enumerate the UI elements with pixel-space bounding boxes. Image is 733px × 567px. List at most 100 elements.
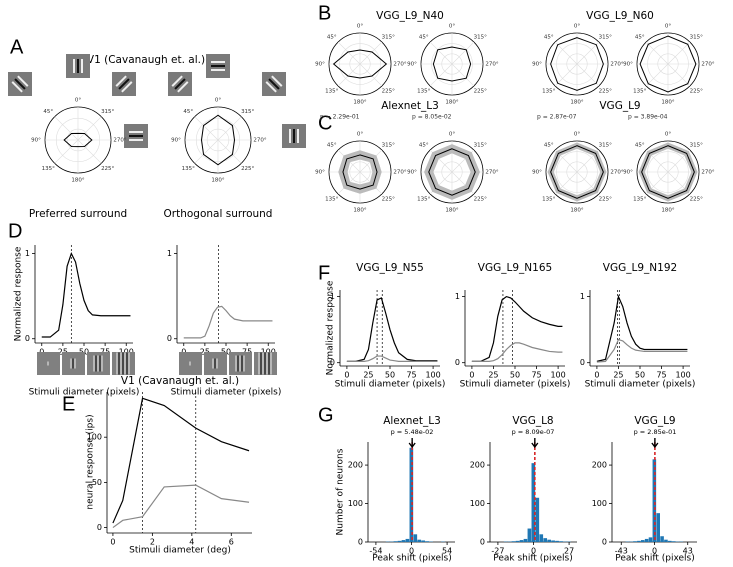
histogram-bar (652, 459, 657, 542)
panel-label: F (318, 262, 330, 284)
polar-spoke (359, 63, 383, 87)
histogram-bar (671, 541, 676, 542)
histogram-bar (648, 537, 653, 542)
x-tick-label: 50 (385, 371, 395, 380)
histogram-bar (401, 540, 406, 542)
stimulus-stripe (97, 355, 99, 372)
stimulus-stripe (126, 352, 128, 375)
x-tick-label: 0 (110, 538, 115, 547)
polar-spoke (667, 41, 691, 65)
histogram-bar (511, 541, 516, 542)
polar-tick-label: 0° (357, 132, 363, 138)
histogram-bar (425, 541, 429, 542)
stimulus-stripe (74, 358, 76, 369)
stimulus-stripe (99, 355, 101, 372)
response-curve (183, 305, 273, 339)
histogram-bar (664, 539, 668, 542)
response-curve (112, 484, 250, 529)
caption: Orthogonal surround (164, 208, 273, 220)
chart-title: VGG_L9_N55 (356, 262, 424, 274)
polar-tick-label: 180° (570, 208, 583, 214)
mean-arrow (651, 438, 659, 449)
stimulus-stripe (270, 352, 272, 375)
tuning-curve (550, 37, 604, 91)
stimulus-stripe (124, 352, 126, 375)
stimulus-stripe (70, 358, 72, 369)
y-tick-label: 0 (97, 523, 102, 532)
histogram-bar (409, 447, 414, 542)
response-curve (346, 297, 438, 362)
stimulus-stripe (239, 355, 241, 372)
histogram-bar (644, 538, 649, 542)
y-tick-label: 100 (87, 433, 102, 442)
grating-stripe (121, 81, 133, 93)
y-tick-label: 0 (330, 358, 335, 367)
polar-tick-label: 270° (113, 138, 126, 144)
polar-tick-label: 135° (633, 88, 646, 94)
panel-label: C (318, 112, 332, 134)
tuning-curve (641, 145, 695, 199)
histogram-bar (547, 539, 551, 542)
histogram-bar (397, 540, 402, 542)
chart-title: VGG_L9_N192 (603, 262, 677, 274)
response-curve (346, 355, 438, 362)
polar-tick-label: 135° (325, 196, 338, 202)
stimulus-stripe (189, 361, 191, 366)
polar-tick-label: 270° (610, 62, 623, 68)
polar-spoke (645, 63, 669, 87)
y-tick-label: 200 (348, 461, 363, 470)
grating-stripe (77, 59, 79, 73)
stimulus-stripe (262, 352, 264, 375)
polar-tick-label: 180° (353, 208, 366, 214)
x-axis-label: Stimuli diameter (pixels) (460, 380, 571, 390)
polar-tick-label: 225° (382, 196, 395, 202)
polar-tick-label: 90° (315, 62, 325, 68)
stimulus-stripe (216, 358, 218, 369)
y-axis-label: Normalized response (14, 246, 24, 341)
y-tick-label: 1 (580, 292, 585, 301)
stimulus-stripe (93, 355, 95, 372)
polar-tick-label: 90° (315, 170, 325, 176)
polar-tick-label: 45° (635, 143, 645, 149)
stimulus-stripe (235, 355, 237, 372)
tuning-curve (550, 145, 604, 199)
polar-tick-label: 270° (393, 62, 406, 68)
y-tick-label: 1 (330, 292, 335, 301)
y-tick-label: 0 (602, 538, 607, 547)
polar-tick-label: 270° (485, 62, 498, 68)
polar-tick-label: 315° (101, 109, 114, 115)
polar-spoke (451, 63, 475, 87)
histogram-bar (531, 463, 536, 542)
polar-tick-label: 0° (449, 24, 455, 30)
histogram-bar (523, 538, 528, 542)
grating-stripe (17, 75, 29, 87)
polar-tick-label: 45° (544, 143, 554, 149)
stimulus-stripe (243, 355, 245, 372)
polar-tick-label: 90° (407, 62, 417, 68)
polar-tick-label: 0° (357, 24, 363, 30)
polar-tick-label: 315° (474, 143, 487, 149)
stimulus-stripe (101, 355, 103, 372)
polar-tick-label: 90° (532, 170, 542, 176)
polar-spoke (576, 63, 600, 87)
p-value: p = 5.48e-02 (391, 428, 434, 436)
polar-tick-label: 0° (665, 24, 671, 30)
histogram-bar (515, 540, 520, 542)
x-tick-label: 4 (189, 538, 194, 547)
chart-title: V1 (Cavanaugh et. al.) (121, 375, 239, 387)
chart-title: VGG_L9_N165 (478, 262, 552, 274)
x-tick-label: 43 (683, 547, 693, 556)
polar-spoke (194, 139, 219, 164)
tuning-curve (428, 148, 476, 196)
polar-spoke (359, 41, 383, 65)
polar-tick-label: 225° (474, 88, 487, 94)
error-band (338, 150, 382, 194)
x-tick-label: -43 (615, 547, 628, 556)
chart-title: VGG_L8 (512, 415, 553, 427)
tuning-curve (432, 46, 472, 82)
y-tick-label: 0 (480, 538, 485, 547)
polar-spoke (217, 116, 242, 141)
caption: Preferred surround (29, 208, 127, 220)
stimulus-stripe (95, 355, 97, 372)
stimulus-stripe (72, 358, 74, 369)
